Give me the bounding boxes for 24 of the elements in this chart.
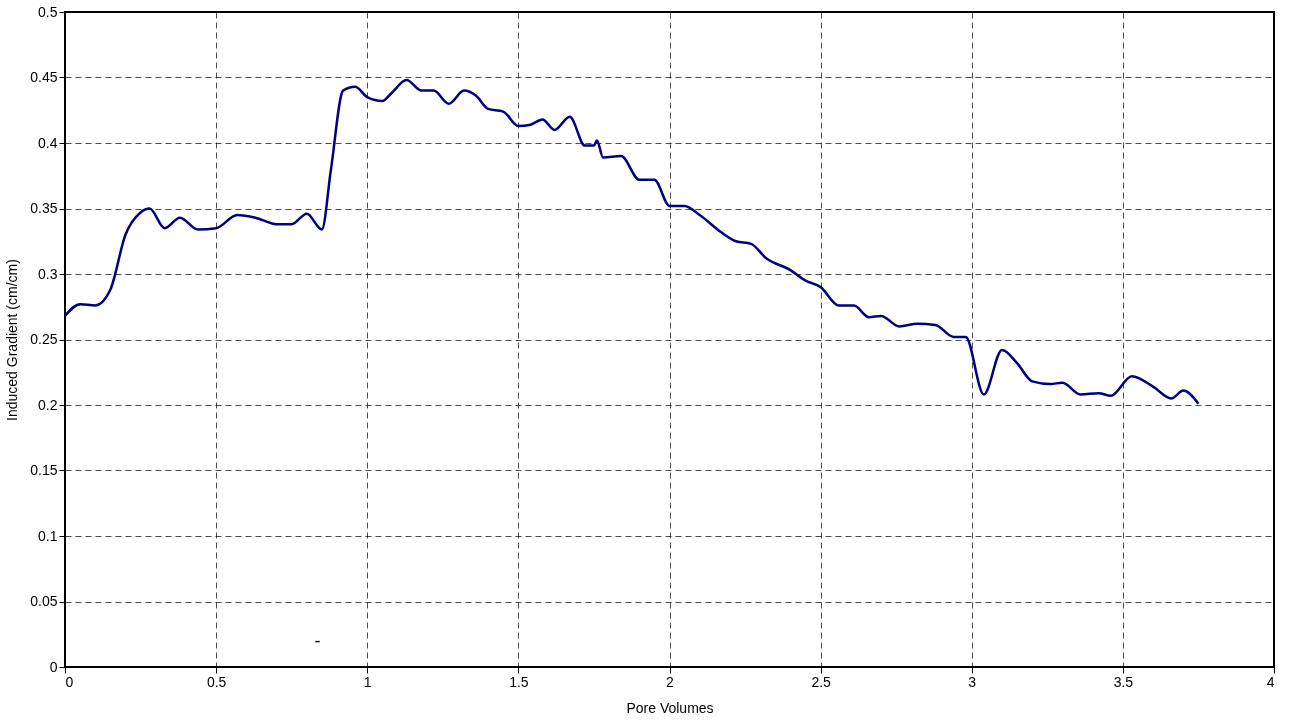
y-tick-label: 0.3	[38, 265, 58, 282]
y-tick-label: 0.25	[30, 331, 58, 347]
x-tick-label: 0	[65, 673, 74, 690]
x-tick-label: 1.5	[509, 673, 529, 690]
line-series	[63, 78, 1200, 405]
x-tick-label: 1	[363, 673, 372, 690]
x-tick-label: 2	[666, 673, 675, 690]
y-tick-label: 0.1	[38, 527, 58, 544]
x-tick-label: 0.5	[206, 673, 227, 690]
y-tick-label: 0.15	[30, 462, 58, 478]
x-axis-title: Pore Volumes	[626, 699, 714, 716]
x-tick-label: 3	[968, 673, 977, 690]
y-tick-label: 0.45	[30, 69, 58, 85]
x-tick-label: 3.5	[1113, 673, 1134, 690]
y-tick-label: 0.2	[38, 396, 58, 413]
y-axis-title: Induced Gradient (cm/cm)	[4, 259, 21, 421]
y-tick-label: 0	[49, 658, 58, 675]
y-tick-label: 0.4	[38, 134, 58, 151]
annotation: -	[314, 631, 321, 651]
y-tick-label: 0.05	[30, 593, 58, 609]
x-tick-label: 2.5	[811, 673, 832, 690]
x-tick-label: 4	[1266, 673, 1275, 690]
y-tick-label: 0.5	[38, 3, 58, 20]
y-tick-label: 0.35	[30, 200, 58, 216]
